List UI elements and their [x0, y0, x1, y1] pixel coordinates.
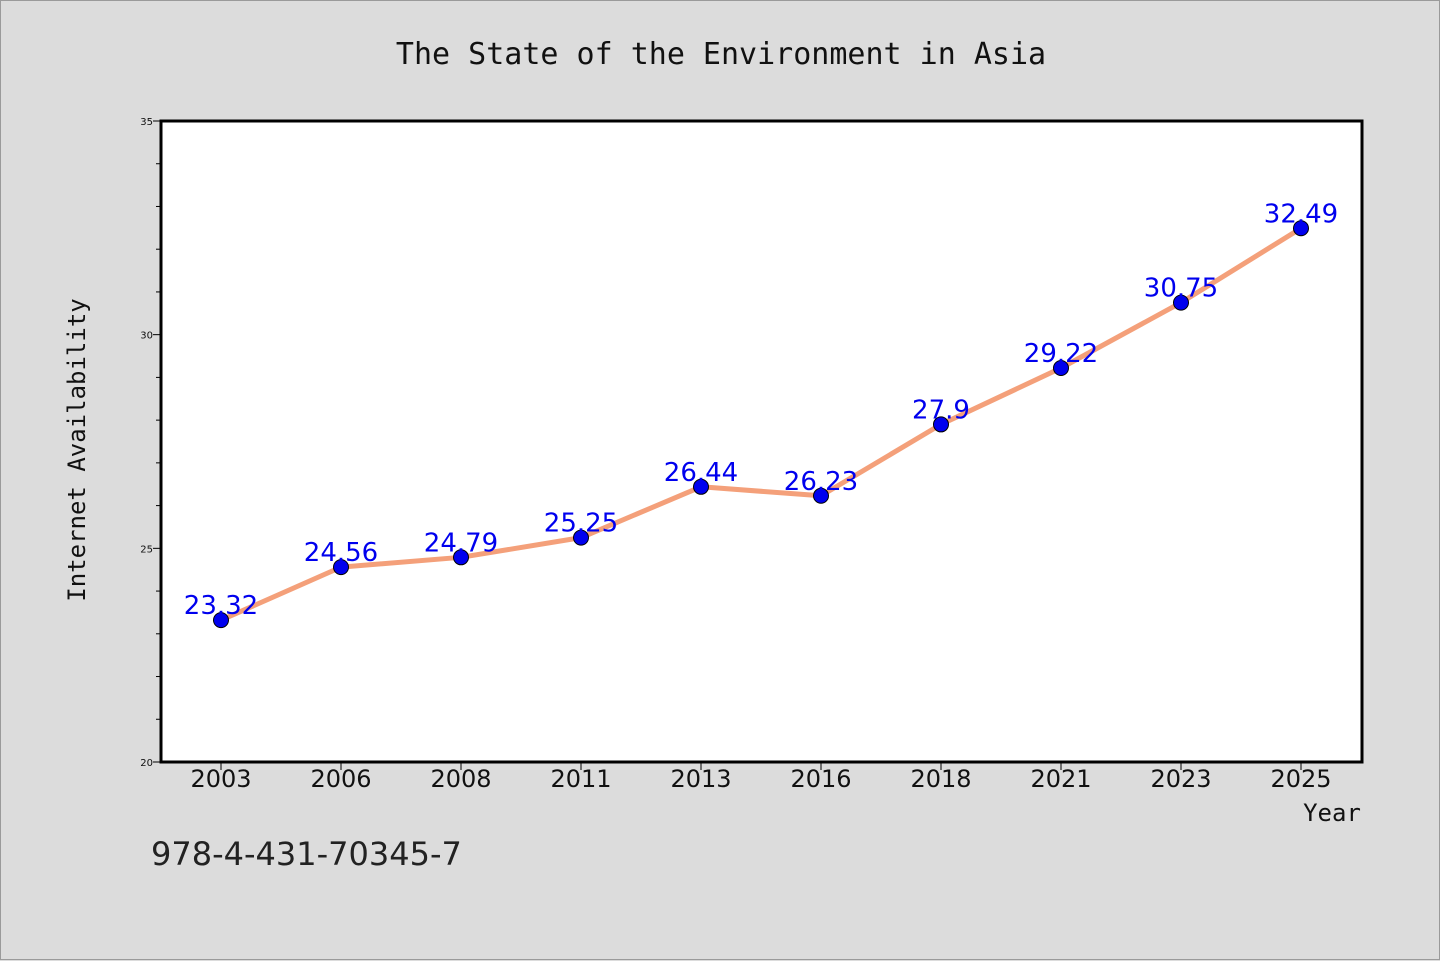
- y-axis-label: Internet Availability: [63, 298, 91, 601]
- data-point: [573, 529, 589, 546]
- y-tick-label: 35: [140, 117, 153, 128]
- series-line: [218, 225, 1304, 623]
- x-tick-label: 2008: [430, 765, 491, 793]
- y-tick-label: 30: [140, 331, 153, 342]
- x-tick-label: 2021: [1030, 765, 1091, 793]
- data-point: [933, 416, 949, 433]
- data-point: [1173, 294, 1189, 311]
- data-point: [1053, 359, 1069, 376]
- data-point: [213, 612, 229, 629]
- data-point: [333, 559, 349, 576]
- data-point: [1293, 220, 1309, 237]
- x-tick-label: 2023: [1150, 765, 1211, 793]
- x-tick-label: 2011: [550, 765, 611, 793]
- plot-area: [159, 119, 1364, 764]
- data-label: 26.44: [664, 458, 738, 488]
- data-label: 27.9: [912, 395, 970, 425]
- isbn-footer: 978-4-431-70345-7: [151, 835, 462, 873]
- x-tick-label: 2006: [310, 765, 371, 793]
- data-point: [813, 487, 829, 504]
- x-tick-label: 2016: [790, 765, 851, 793]
- data-label: 24.56: [304, 538, 378, 568]
- y-axis: 20 25 30 35: [140, 117, 161, 769]
- y-tick-label: 25: [140, 544, 153, 555]
- data-label: 24.79: [424, 528, 498, 558]
- x-axis-label: Year: [1303, 799, 1361, 827]
- data-label: 26.23: [784, 467, 858, 497]
- x-tick-label: 2018: [910, 765, 971, 793]
- x-tick-label: 2013: [670, 765, 731, 793]
- data-labels: 23.32 24.56 24.79 25.25 26.44 26.23 27.9 29.22 3…: [184, 199, 1338, 621]
- data-label: 29.22: [1024, 339, 1098, 369]
- data-point: [453, 549, 469, 566]
- x-tick-label: 2025: [1270, 765, 1331, 793]
- data-label: 25.25: [544, 509, 618, 539]
- series-group: [213, 220, 1309, 629]
- data-label: 32.49: [1264, 199, 1338, 229]
- y-tick-label: 20: [140, 758, 153, 769]
- x-tick-label: 2003: [190, 765, 251, 793]
- data-label: 30.75: [1144, 274, 1218, 304]
- x-axis: 2003 2006 2008 2011 2013 2016 2018 2021 2023 2025: [190, 762, 1332, 793]
- data-point: [693, 478, 709, 495]
- data-label: 23.32: [184, 591, 258, 621]
- chart-title: The State of the Environment in Asia: [396, 37, 1046, 72]
